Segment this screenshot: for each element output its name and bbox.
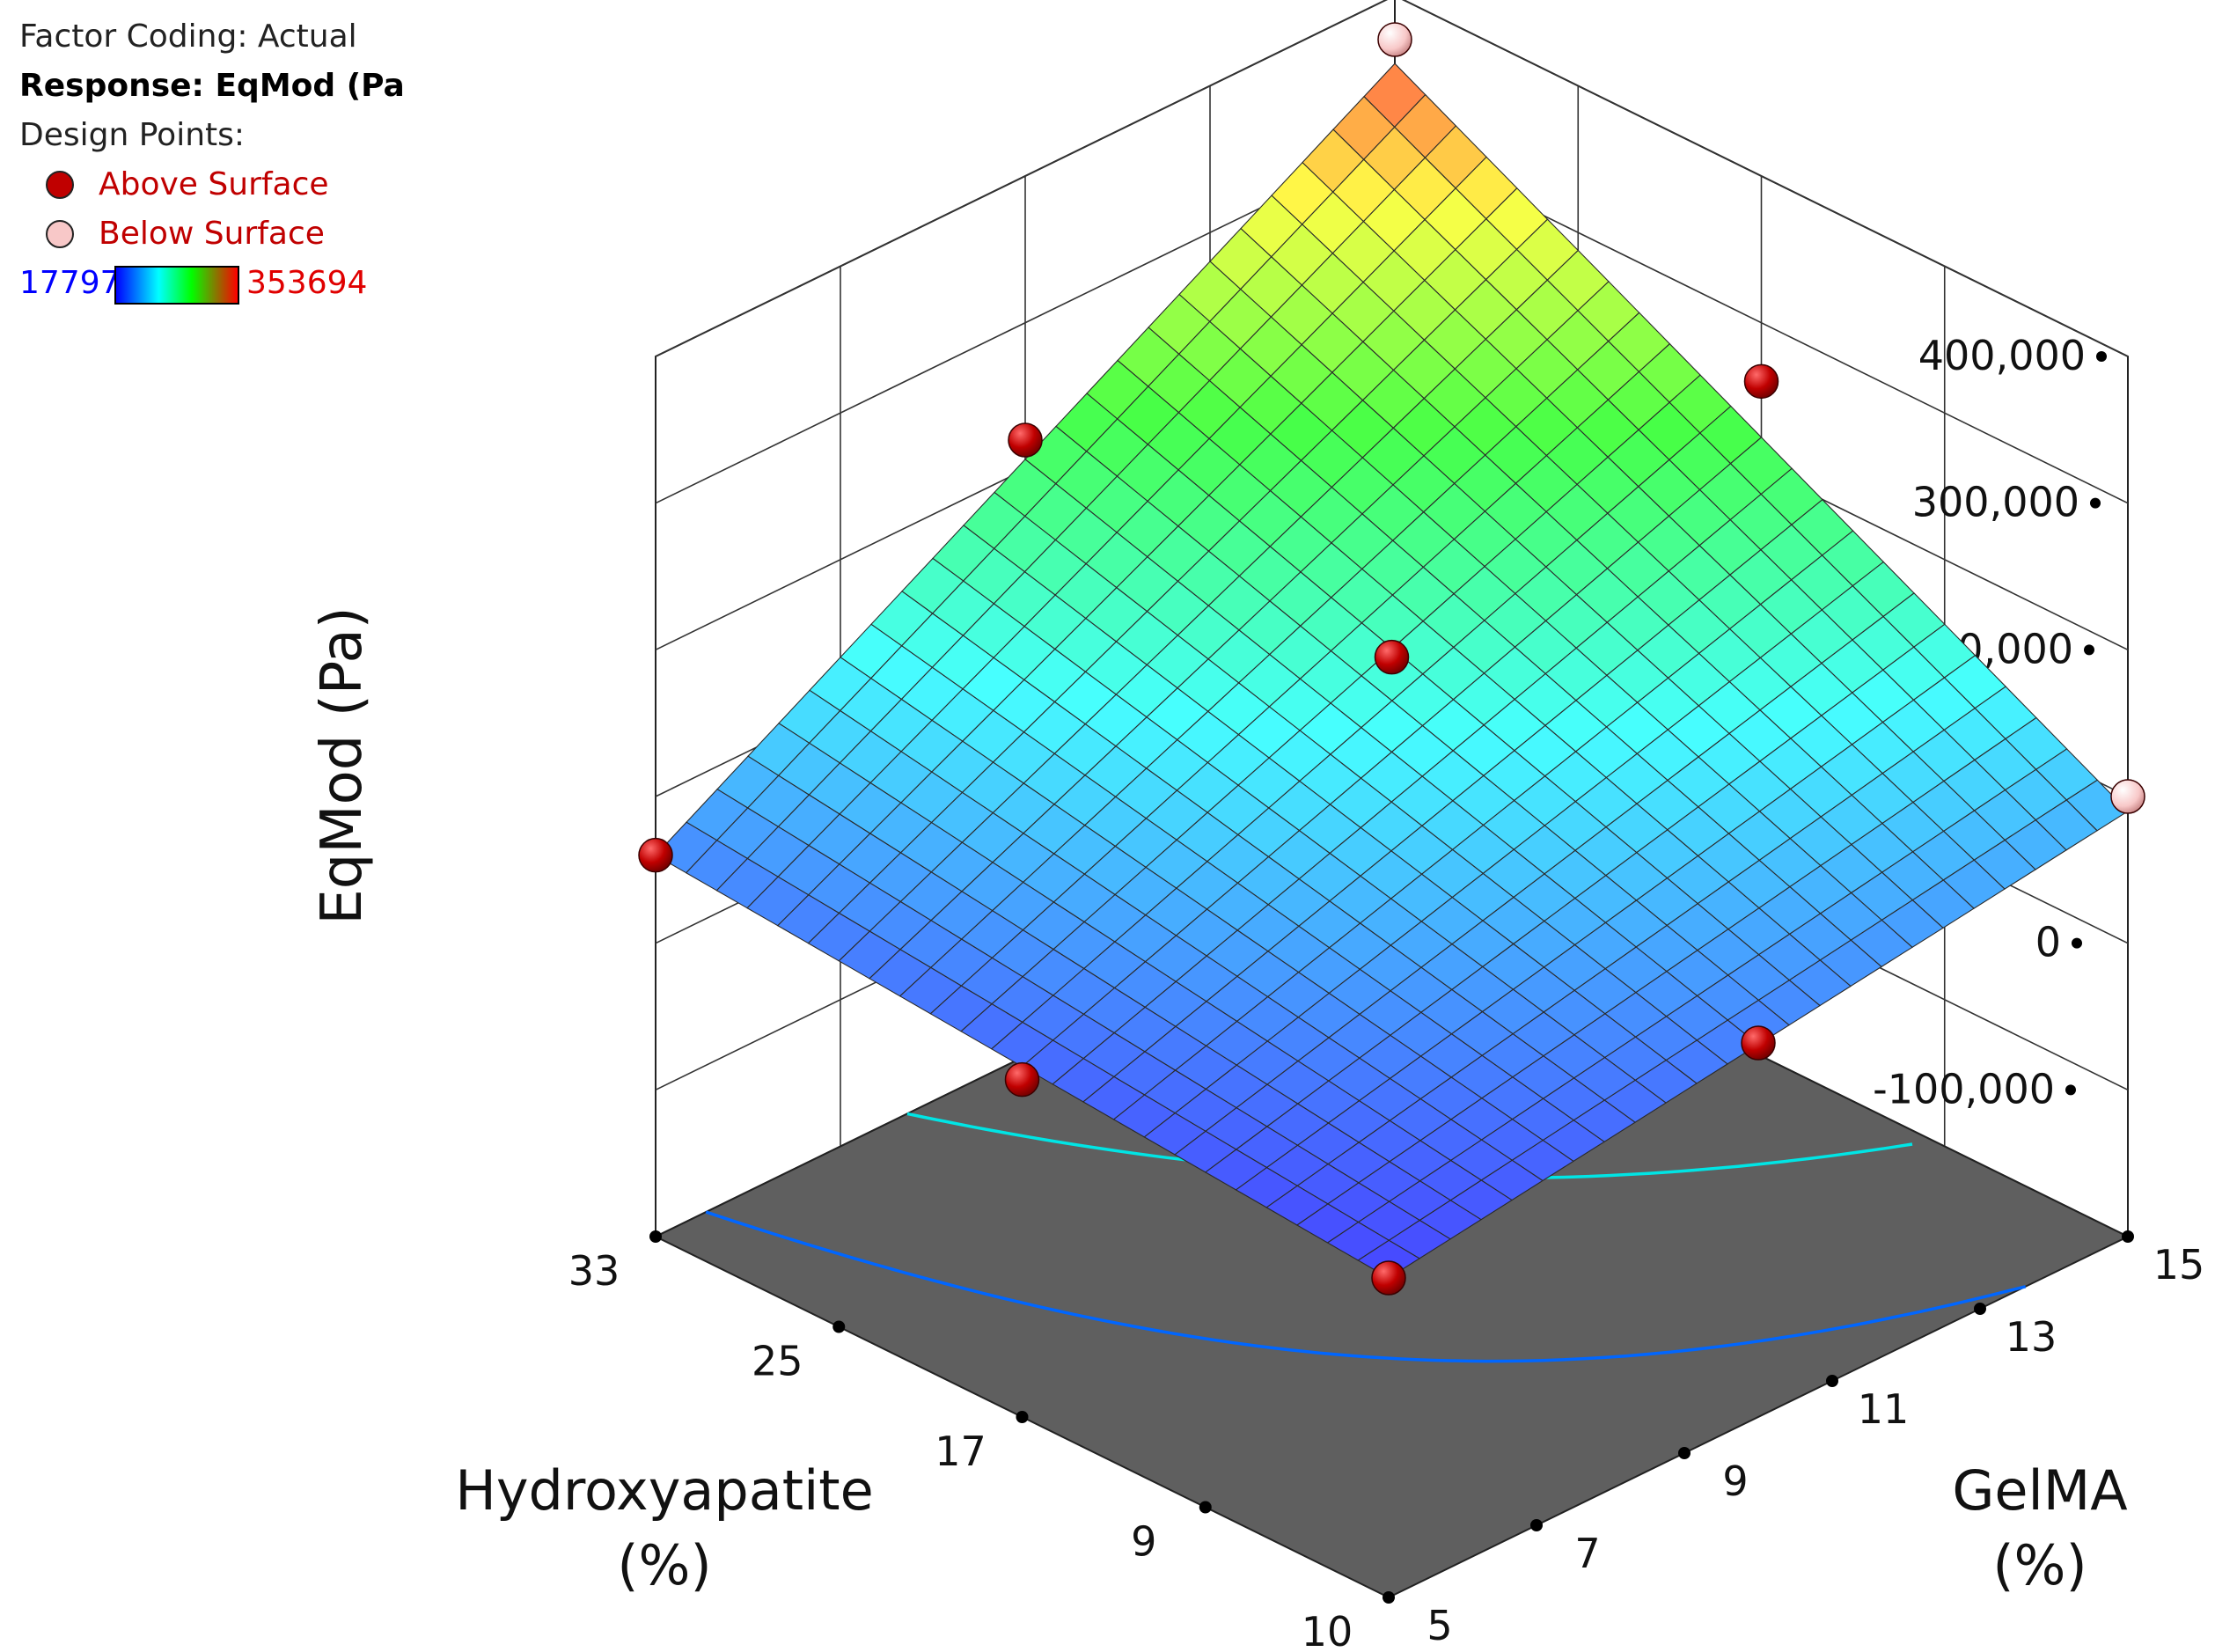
ha-tick-label: 9 bbox=[1131, 1518, 1156, 1566]
wall-grid-z bbox=[655, 0, 2129, 357]
z-axis-title: EqMod (Pa) bbox=[310, 606, 375, 924]
gel-tick-mark bbox=[1678, 1447, 1691, 1459]
ha-tick-mark bbox=[832, 1320, 846, 1333]
z-tick-mark bbox=[2084, 644, 2094, 656]
gel-tick-label: 7 bbox=[1574, 1530, 1600, 1577]
gel-tick-label: 15 bbox=[2153, 1241, 2205, 1289]
gel-tick-label: 13 bbox=[2006, 1313, 2057, 1361]
gel-tick-label: 5 bbox=[1427, 1602, 1452, 1649]
z-tick-mark bbox=[2090, 497, 2101, 509]
colorbar: 17797 353694 bbox=[19, 259, 405, 312]
gel-tick-label: 11 bbox=[1858, 1385, 1910, 1433]
ha-axis-title: Hydroxyapatite bbox=[455, 1458, 874, 1523]
below-surface-marker-icon bbox=[46, 220, 74, 248]
factor-coding: Factor Coding: Actual bbox=[19, 18, 357, 55]
contour-line-low bbox=[705, 1210, 2027, 1363]
design-points bbox=[638, 22, 2145, 1296]
gel-tick-mark bbox=[1530, 1519, 1543, 1531]
gel-tick-mark bbox=[1974, 1303, 1986, 1315]
gel-tick-label: 9 bbox=[1722, 1457, 1748, 1505]
axis-titles: EqMod (Pa) Hydroxyapatite (%) GelMA (%) bbox=[310, 606, 2128, 1597]
z-tick-label: 400,000 bbox=[1918, 332, 2086, 379]
ha-tick-mark bbox=[1016, 1411, 1029, 1423]
design-point-above bbox=[1371, 1260, 1406, 1296]
design-point-above bbox=[1743, 363, 1779, 400]
gel-axis-unit: (%) bbox=[1992, 1533, 2087, 1597]
ha-tick-label: 33 bbox=[568, 1247, 620, 1295]
ha-axis-unit: (%) bbox=[617, 1533, 711, 1597]
z-tick-label: -100,000 bbox=[1873, 1065, 2055, 1112]
legend: Factor Coding: Actual Response: EqMod (P… bbox=[19, 12, 405, 312]
legend-below-surface: Below Surface bbox=[19, 209, 405, 259]
z-tick-mark bbox=[2072, 937, 2082, 949]
response-label: Response: EqMod (Pa bbox=[19, 68, 405, 104]
z-tick-mark bbox=[2096, 351, 2107, 362]
design-point-above bbox=[1374, 639, 1410, 675]
design-point-below bbox=[2110, 779, 2145, 814]
gel-tick-mark bbox=[1826, 1375, 1838, 1387]
gel-tick-mark bbox=[1383, 1591, 1395, 1604]
ha-tick-label: 25 bbox=[752, 1338, 803, 1385]
hydroxyapatite-axis: 10 9 17 25 33 bbox=[568, 1230, 1353, 1652]
gel-axis-title: GelMA bbox=[1952, 1458, 2127, 1523]
ha-tick-mark bbox=[1199, 1501, 1212, 1514]
ha-tick-label: 17 bbox=[935, 1428, 986, 1475]
design-point-above bbox=[638, 837, 673, 873]
design-point-below bbox=[1377, 22, 1412, 57]
colorbar-min: 17797 bbox=[19, 265, 121, 301]
colorbar-gradient bbox=[114, 266, 239, 305]
design-points-title: Design Points: bbox=[19, 117, 246, 153]
gelma-axis: 5 7 9 11 13 15 bbox=[1383, 1230, 2204, 1649]
above-surface-label: Above Surface bbox=[99, 166, 329, 202]
colorbar-max: 353694 bbox=[246, 265, 368, 301]
ha-tick-label: 10 bbox=[1302, 1608, 1353, 1652]
z-tick-label: 300,000 bbox=[1912, 479, 2079, 526]
design-point-above bbox=[1008, 422, 1043, 458]
design-point-above bbox=[1004, 1061, 1040, 1098]
above-surface-marker-icon bbox=[46, 171, 74, 199]
z-tick-label: 0 bbox=[2035, 919, 2061, 966]
z-tick-mark bbox=[2065, 1084, 2076, 1096]
below-surface-label: Below Surface bbox=[99, 216, 325, 252]
legend-above-surface: Above Surface bbox=[19, 160, 405, 209]
gel-tick-mark bbox=[2122, 1230, 2134, 1243]
design-point-above bbox=[1741, 1025, 1776, 1061]
ha-tick-mark bbox=[649, 1230, 662, 1243]
surface-cell bbox=[1357, 1239, 1421, 1279]
